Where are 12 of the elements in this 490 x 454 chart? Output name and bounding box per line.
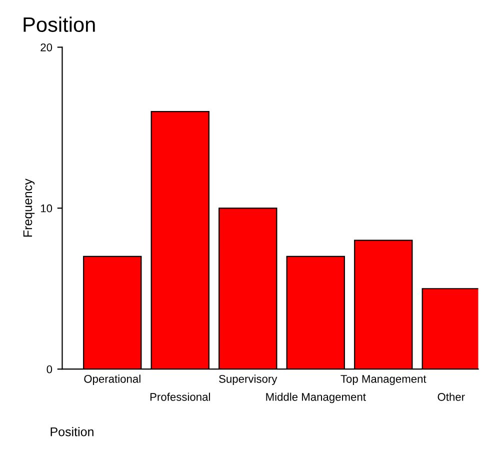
chart-title: Position (24, 16, 95, 32)
x-tick-label: Other (438, 392, 465, 401)
x-tick-label: Operational (84, 374, 140, 386)
x-tick-label: Middle Management (266, 392, 366, 404)
y-axis-title: Frequency (23, 178, 35, 237)
y-tick-label: 0 (46, 365, 52, 374)
x-tick-label: Top Management (340, 375, 426, 386)
x-tick-label: Professional (150, 392, 210, 401)
y-tick-label: 10 (40, 204, 52, 212)
x-tick-label: Supervisory (219, 374, 278, 386)
x-axis-title: Position (50, 427, 94, 436)
y-tick-label: 20 (40, 43, 52, 52)
